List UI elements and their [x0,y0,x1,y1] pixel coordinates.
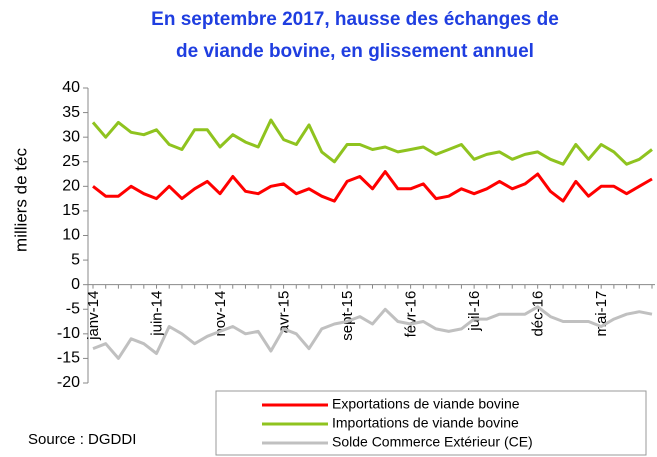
series-line [91,118,653,166]
y-tick-label: -5 [66,300,80,317]
y-tick-label: -15 [57,350,80,367]
x-tick-label: nov-14 [212,291,229,337]
x-tick-label: sept-15 [339,291,356,341]
y-tick-label: 20 [62,178,80,195]
x-tick-label: déc-16 [530,291,547,337]
y-axis-label: milliers de téc [11,148,30,252]
y-tick-label: 30 [62,128,80,145]
legend-label: Solde Commerce Extérieur (CE) [332,434,533,450]
legend-label: Exportations de viande bovine [332,396,520,412]
chart-title: de viande bovine, en glissement annuel [176,41,534,62]
legend-box [215,390,647,456]
x-tick-label: mai-17 [593,291,610,337]
y-tick-label: 35 [62,104,80,121]
y-tick-label: -10 [57,325,80,342]
y-tick-label: 40 [62,79,80,96]
x-tick-label: févr-16 [403,291,420,338]
x-tick-label: avr-15 [276,291,293,334]
y-tick-label: 10 [62,227,80,244]
x-tick-label: juin-14 [148,291,165,337]
y-tick-label: 0 [71,276,80,293]
y-tick-label: -20 [57,374,80,391]
y-tick-label: 25 [62,153,80,170]
x-tick-label: janv-14 [85,291,102,341]
chart-title: En septembre 2017, hausse des échanges d… [151,9,559,30]
x-tick-label: juil-16 [466,291,483,332]
y-tick-label: 15 [62,202,80,219]
series-line [92,170,653,203]
legend-label: Importations de viande bovine [332,415,519,431]
series-line [92,305,653,360]
source: Source : DGDDI [28,431,136,448]
y-tick-label: 5 [71,251,80,268]
